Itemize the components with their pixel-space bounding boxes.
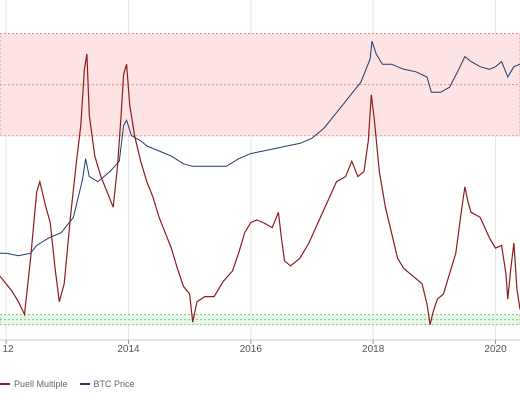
legend-item-puell-multiple[interactable]: Puell Multiple <box>0 379 68 389</box>
x-tick-label-2: 2016 <box>240 344 263 355</box>
legend-label-puell-multiple: Puell Multiple <box>14 379 68 389</box>
legend: Puell Multiple BTC Price <box>0 377 147 391</box>
puell-multiple-line <box>0 53 520 325</box>
x-tick-label-4: 2020 <box>484 344 507 355</box>
legend-item-btc-price[interactable]: BTC Price <box>79 379 135 389</box>
x-tick-label-1: 2014 <box>117 344 140 355</box>
puell-multiple-swatch <box>0 383 10 385</box>
legend-label-btc-price: BTC Price <box>93 379 135 389</box>
btc-price-swatch <box>79 383 90 385</box>
btc-price-line <box>0 41 520 257</box>
x-tick-label-3: 2018 <box>362 344 385 355</box>
x-axis-ticks: 12 2014 2016 2018 2020 <box>2 340 507 355</box>
x-tick-label-0: 12 <box>2 344 14 355</box>
